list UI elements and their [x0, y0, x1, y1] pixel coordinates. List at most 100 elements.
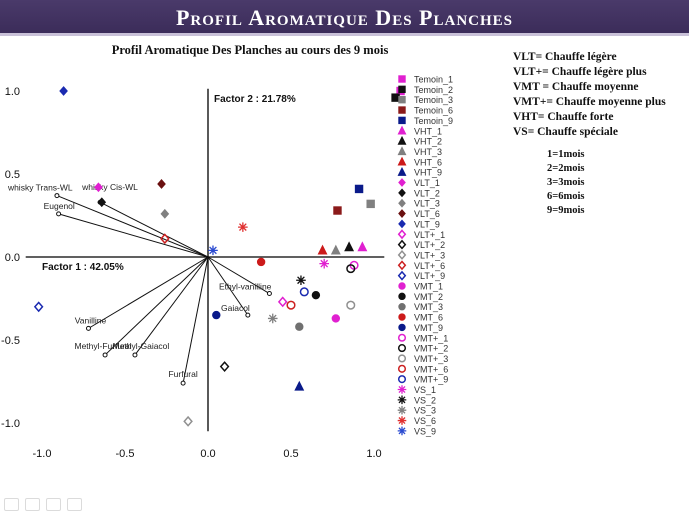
loading-vector-end	[266, 291, 272, 297]
legend-label: VHT_1	[414, 126, 442, 136]
data-point	[354, 184, 364, 194]
data-point	[59, 86, 68, 96]
data-point	[208, 245, 218, 256]
back-icon[interactable]	[4, 498, 19, 511]
legend-marker	[397, 125, 407, 135]
loading-vector	[207, 256, 249, 316]
legend-label: VMT+_3	[414, 354, 448, 364]
legend-label: VS_3	[414, 406, 436, 416]
y-tick-label: -1.0	[1, 418, 20, 430]
legend-label: VLT_3	[414, 199, 440, 209]
legend-label: VHT_9	[414, 168, 442, 178]
data-point	[330, 244, 341, 255]
forward-icon[interactable]	[67, 498, 82, 511]
data-point	[238, 222, 248, 232]
y-axis-label: Factor 2 : 21.78%	[214, 94, 296, 105]
loading-vector-end	[56, 211, 62, 217]
vector-label: Methyl-Furfural	[75, 341, 132, 351]
data-point	[160, 208, 170, 219]
data-point	[212, 310, 221, 320]
legend-label: VMT+_2	[414, 344, 448, 354]
loading-vector	[207, 256, 270, 294]
legend-marker	[397, 375, 407, 384]
legend-label: Temoin_3	[414, 95, 453, 105]
month-legend-line: 2=2mois	[547, 163, 585, 174]
legend-marker	[397, 260, 407, 271]
data-point	[294, 380, 305, 391]
legend-label: VS_1	[414, 385, 436, 395]
x-tick-label: -1.0	[33, 448, 52, 460]
legend-marker	[398, 75, 406, 83]
legend-marker	[397, 146, 407, 156]
data-point	[331, 314, 341, 323]
legend-marker	[398, 198, 406, 208]
legend-marker	[398, 116, 406, 125]
legend-label: VLT+_3	[414, 250, 445, 260]
pen-icon[interactable]	[25, 498, 40, 511]
data-point	[344, 241, 355, 252]
code-legend-line: VLT= Chauffe légère	[513, 51, 617, 63]
data-point	[346, 264, 356, 274]
legend-marker	[398, 188, 406, 198]
pca-biplot: -1.0 -0.5 0.0 0.5 1.0 1.0 0.5 0.0 -0.5 -1.0 Factor…	[1, 75, 453, 461]
month-legend-line: 9=9mois	[547, 205, 585, 216]
x-axis-label: Factor 1 : 42.05%	[42, 262, 124, 273]
legend-label: VLT+_1	[414, 230, 445, 240]
data-point	[295, 322, 304, 331]
legend-marker	[397, 385, 407, 394]
slide-title: Profil Aromatique Des Planches	[175, 5, 514, 30]
legend-label: VMT+_9	[414, 375, 448, 385]
loading-vector-end	[132, 352, 138, 358]
legend-label: VS_6	[414, 416, 436, 426]
legend-label: VMT_6	[414, 313, 443, 323]
legend-label: Temoin_2	[414, 85, 453, 95]
legend-marker	[397, 135, 407, 145]
legend-label: VLT+_9	[414, 271, 445, 281]
code-legend-line: VMT = Chauffe moyenne	[513, 81, 639, 93]
x-tick-label: 0.5	[283, 448, 298, 460]
legend-marker	[398, 106, 406, 114]
legend-marker	[397, 156, 407, 166]
legend-marker	[398, 292, 406, 301]
data-point	[219, 361, 230, 372]
data-point	[311, 290, 321, 300]
legend-marker	[397, 416, 407, 425]
legend-label: VHT_6	[414, 157, 442, 167]
data-point	[33, 301, 44, 313]
legend-marker	[397, 333, 407, 342]
legend-marker	[398, 96, 406, 104]
legend-label: VMT+_1	[414, 333, 448, 343]
legend-marker	[397, 229, 407, 240]
legend-label: VHT_2	[414, 137, 442, 147]
menu-icon[interactable]	[46, 498, 61, 511]
vector-label: Ethyl-vanilline	[219, 282, 272, 292]
legend-marker	[398, 313, 406, 321]
loading-vector-end	[102, 352, 108, 358]
y-tick-label: 1.0	[5, 86, 20, 98]
loading-vector	[99, 201, 209, 258]
legend-label: VHT_3	[414, 147, 442, 157]
loading-vector	[88, 256, 209, 329]
legend-marker	[397, 270, 407, 281]
data-point	[160, 233, 170, 245]
x-tick-label: -0.5	[116, 448, 135, 460]
data-point	[333, 206, 342, 215]
data-point	[366, 199, 375, 209]
data-point	[267, 313, 278, 324]
vector-label: Furfural	[168, 369, 197, 379]
x-tick-label: 1.0	[366, 448, 381, 460]
legend-label: VMT_9	[414, 323, 443, 333]
month-legend-line: 3=3mois	[547, 177, 585, 188]
vector-label: whisky Trans-WL	[7, 183, 73, 193]
data-point	[256, 257, 266, 267]
loading-vector	[134, 256, 209, 356]
legend-marker	[397, 405, 407, 415]
data-point	[357, 241, 368, 252]
legend-marker	[398, 282, 406, 290]
title-divider	[0, 33, 689, 36]
legend-label: VS_2	[414, 395, 436, 405]
legend-marker	[397, 395, 407, 405]
month-legend: 1=1mois 2=2mois 3=3mois 6=6mois 9=9mois	[547, 148, 584, 218]
y-tick-label: -0.5	[1, 335, 20, 347]
legend-marker	[398, 323, 406, 332]
